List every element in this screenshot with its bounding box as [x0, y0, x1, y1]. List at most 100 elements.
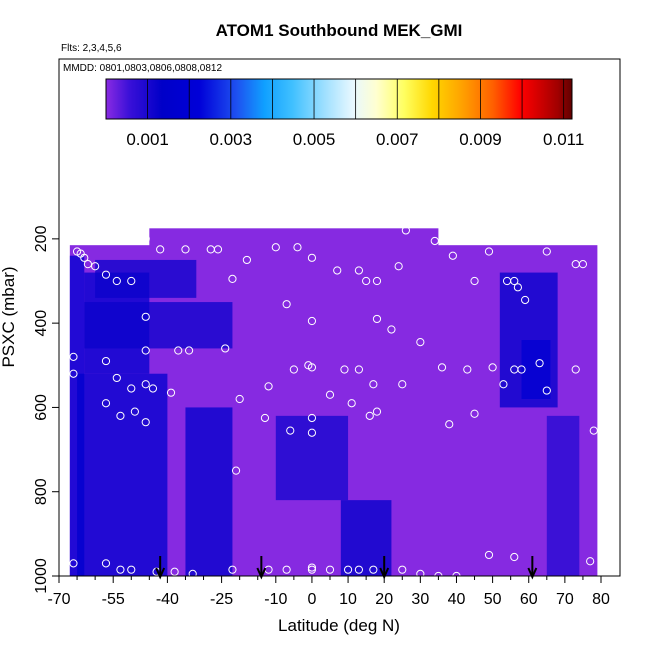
x-tick-label: 80 — [592, 591, 610, 608]
colorbar-frame — [105, 78, 573, 120]
observation-point — [586, 557, 595, 566]
observation-point — [484, 550, 494, 560]
x-axis: -70 -55 -40 -25 -10 0 10 20 30 40 50 60 70 80 — [47, 575, 610, 608]
observation-point — [156, 245, 165, 254]
x-tick-label: -55 — [102, 591, 125, 608]
observation-point — [398, 565, 407, 574]
observation-point — [398, 380, 407, 389]
observation-point — [448, 251, 457, 260]
heatmap-region — [77, 373, 168, 576]
heatmap-base-top — [149, 228, 439, 247]
x-tick-label: -25 — [210, 591, 233, 608]
observation-point — [235, 394, 244, 404]
observation-point — [354, 565, 364, 574]
observation-point — [571, 365, 580, 374]
x-tick-label: 50 — [484, 591, 502, 608]
observation-point — [260, 413, 270, 423]
observation-point — [116, 411, 125, 420]
observation-point — [101, 399, 111, 408]
x-tick-label: -70 — [47, 591, 70, 608]
observation-point — [437, 363, 447, 372]
observation-point — [141, 346, 150, 355]
observation-point — [127, 565, 136, 574]
observation-point — [470, 409, 479, 418]
chart-title: ATOM1 Southbound MEK_GMI — [216, 21, 463, 40]
observation-point — [148, 384, 158, 393]
observation-point — [289, 365, 298, 374]
x-tick-label: 40 — [448, 591, 466, 608]
x-tick-label: 60 — [520, 591, 538, 608]
observation-point — [130, 407, 139, 416]
observation-point — [325, 390, 335, 399]
observation-point — [231, 466, 241, 475]
heatmap-region — [84, 302, 233, 349]
observation-point — [365, 411, 374, 420]
y-tick-label: 600 — [33, 394, 50, 421]
observation-point — [307, 565, 317, 574]
observation-point — [307, 316, 317, 326]
observation-point — [127, 384, 136, 393]
observation-point — [401, 226, 410, 235]
flight-marker-head — [527, 567, 538, 580]
heatmap-region — [185, 407, 233, 576]
observation-point — [510, 552, 519, 562]
colorbar-tick-label: 0.011 — [543, 130, 584, 149]
observation-point — [510, 276, 519, 286]
observation-point — [589, 426, 598, 435]
observation-point — [343, 565, 353, 574]
heatmap-region — [275, 415, 349, 501]
observation-point — [387, 325, 396, 334]
observation-point — [101, 559, 111, 568]
observation-point — [542, 247, 551, 256]
observation-point — [83, 260, 93, 269]
heatmap-layer — [69, 228, 598, 576]
observation-point — [372, 314, 382, 324]
x-tick-label: 70 — [556, 591, 574, 608]
observation-point — [488, 363, 497, 372]
x-tick-label: -40 — [156, 591, 179, 608]
x-tick-label: 0 — [307, 591, 316, 608]
observation-point — [228, 565, 237, 574]
observation-point — [141, 418, 150, 427]
colorbar: 0.001 0.003 0.005 0.007 0.009 0.011 — [105, 78, 584, 149]
observation-point — [141, 234, 150, 243]
observation-point — [174, 346, 183, 355]
observation-point — [470, 276, 479, 286]
y-tick-label: 400 — [33, 310, 50, 337]
flight-marker-head — [155, 567, 166, 580]
observation-point — [69, 352, 78, 361]
observation-point — [282, 300, 291, 309]
observation-point — [101, 356, 111, 366]
observation-point — [578, 260, 588, 269]
observation-point — [141, 312, 150, 321]
observation-point — [542, 386, 551, 395]
observation-point — [307, 363, 317, 372]
observation-point — [112, 373, 121, 383]
observation-point — [170, 567, 179, 576]
dates-note: MMDD: 0801,0803,0806,0808,0812 — [63, 63, 222, 74]
x-tick-label: 20 — [375, 591, 393, 608]
observation-point — [213, 245, 223, 254]
observation-point — [188, 569, 197, 578]
observation-point — [271, 243, 280, 252]
observation-point — [112, 276, 121, 286]
heatmap-region — [340, 500, 392, 576]
observation-point — [372, 407, 382, 416]
y-axis: 200 400 600 800 1000 — [33, 225, 59, 594]
observation-point — [517, 365, 526, 374]
observation-point — [264, 382, 273, 391]
observation-point — [181, 245, 190, 254]
colorbar-tick-label: 0.003 — [210, 130, 253, 149]
observation-point — [362, 276, 371, 286]
observation-point — [101, 270, 111, 279]
colorbar-bar — [106, 79, 572, 119]
observation-point — [499, 380, 508, 389]
observation-point — [228, 274, 237, 283]
observation-point — [166, 388, 176, 397]
observation-point — [430, 236, 439, 246]
observation-point — [221, 344, 230, 353]
x-tick-label: 30 — [411, 591, 429, 608]
observation-point — [484, 247, 494, 256]
observation-point — [325, 565, 335, 574]
observation-point — [69, 369, 78, 378]
